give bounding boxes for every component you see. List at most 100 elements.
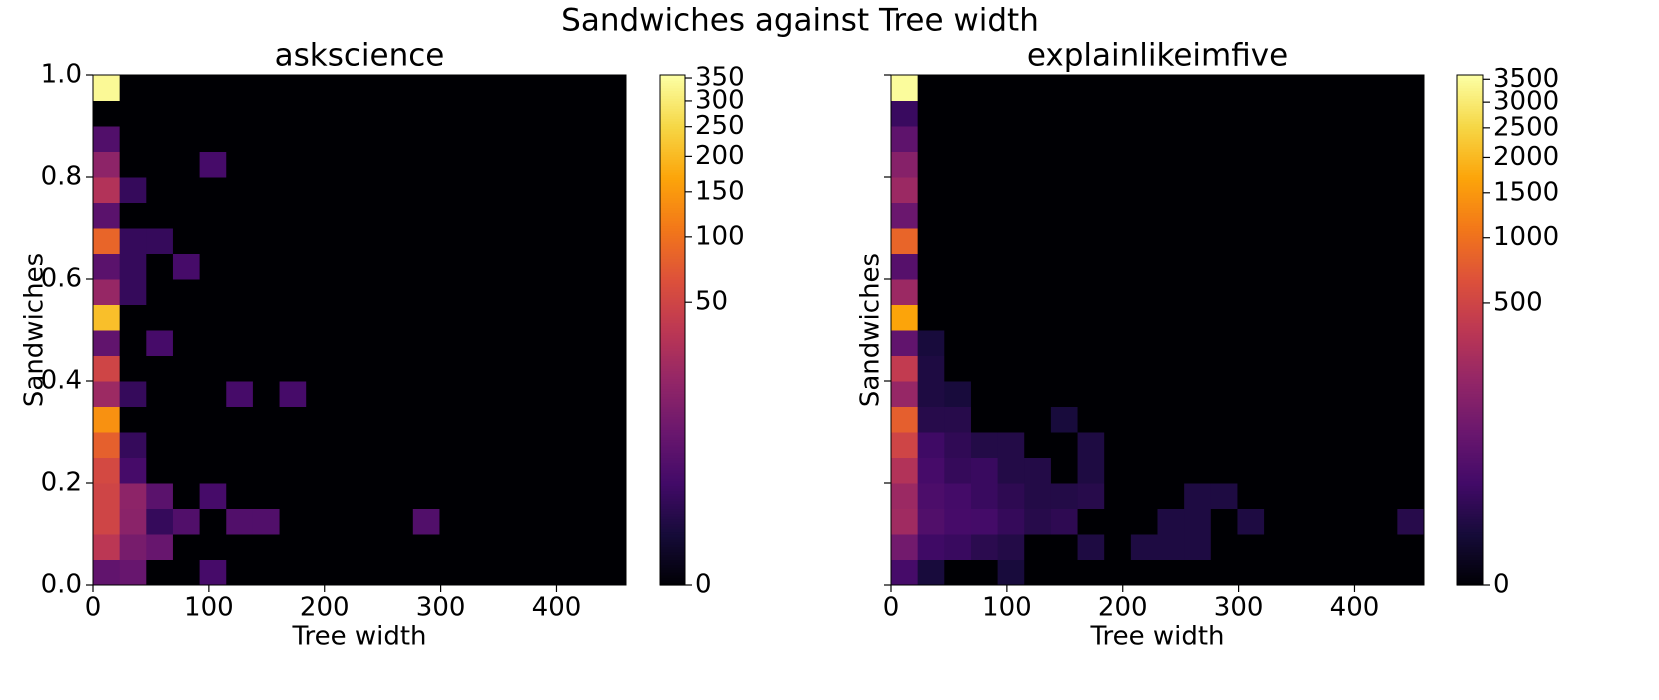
colorbar-strip	[1457, 92, 1483, 96]
heatmap-cell	[519, 406, 547, 433]
heatmap-cell	[146, 457, 174, 484]
heatmap-cell	[226, 432, 254, 458]
heatmap-cell	[1370, 100, 1398, 127]
heatmap-cell	[119, 432, 147, 458]
heatmap-cell	[359, 100, 387, 127]
heatmap-cell	[546, 253, 574, 280]
heatmap-cell	[306, 228, 334, 254]
heatmap-cell	[332, 534, 360, 560]
colorbar-strip	[1457, 536, 1483, 540]
colorbar-strip	[1457, 396, 1483, 400]
heatmap-cell	[997, 100, 1025, 127]
heatmap-cell	[1264, 508, 1292, 535]
heatmap-cell	[1344, 559, 1372, 586]
heatmap-cell	[1264, 432, 1292, 458]
colorbar-strip	[1457, 233, 1483, 237]
colorbar-strip	[1457, 365, 1483, 369]
heatmap-cell	[1077, 406, 1105, 433]
heatmap-cell	[199, 457, 227, 484]
colorbar-strip	[660, 383, 685, 387]
heatmap-cell	[1077, 381, 1105, 407]
colorbar-strip	[1457, 355, 1483, 359]
heatmap-cell	[1104, 330, 1132, 356]
colorbar-strip	[1457, 442, 1483, 446]
colorbar-strip	[1457, 363, 1483, 367]
heatmap-cell	[970, 508, 999, 535]
heatmap-cell	[572, 100, 600, 127]
heatmap-cell	[1024, 508, 1052, 535]
heatmap-cell	[572, 483, 600, 509]
heatmap-cell	[1317, 432, 1345, 458]
heatmap-cell	[1370, 279, 1398, 305]
colorbar-strip	[660, 263, 685, 267]
colorbar-strip	[660, 240, 685, 244]
colorbar-strip	[660, 205, 685, 209]
colorbar-strip	[660, 523, 685, 527]
heatmap-cell	[172, 406, 201, 433]
heatmap-cell	[1344, 534, 1372, 560]
heatmap-cell	[306, 75, 334, 101]
colorbar-strip	[660, 370, 685, 374]
heatmap-cell	[970, 483, 999, 509]
colorbar-strip	[660, 546, 685, 550]
heatmap-cell	[1077, 100, 1105, 127]
heatmap-cell	[891, 330, 919, 356]
heatmap-cell	[146, 177, 174, 203]
colorbar-strip	[1457, 115, 1483, 119]
colorbar-strip	[660, 337, 685, 341]
heatmap-cell	[1237, 330, 1265, 356]
colorbar-strip	[660, 309, 685, 313]
heatmap-cell	[199, 559, 227, 586]
heatmap-cell	[492, 151, 520, 178]
colorbar-strip	[1457, 345, 1483, 349]
heatmap-cell	[386, 330, 414, 356]
heatmap-cell	[1210, 177, 1238, 203]
heatmap-cell	[1104, 559, 1132, 586]
colorbar-strip	[1457, 253, 1483, 257]
colorbar-strip	[660, 319, 685, 323]
colorbar-strip	[660, 556, 685, 561]
heatmap-cell	[466, 559, 494, 586]
heatmap-cell	[1317, 151, 1345, 178]
heatmap-cell	[199, 253, 227, 280]
heatmap-cell	[891, 75, 919, 101]
heatmap-cell	[1370, 483, 1398, 509]
heatmap-cell	[1130, 126, 1158, 152]
heatmap-cell	[1264, 75, 1292, 101]
heatmap-cell	[172, 559, 201, 586]
heatmap-cell	[1317, 381, 1345, 407]
colorbar-strip	[660, 335, 685, 339]
colorbar-strip	[660, 562, 685, 566]
heatmap-cell	[1130, 355, 1158, 382]
heatmap-cell	[279, 100, 307, 127]
colorbar-strip	[1457, 393, 1483, 397]
colorbar-strip	[660, 291, 685, 295]
heatmap-cell	[386, 228, 414, 254]
colorbar-strip	[660, 161, 685, 165]
heatmap-cell	[1184, 559, 1212, 586]
colorbar-strip	[1457, 177, 1483, 181]
heatmap-cell	[1397, 534, 1425, 560]
heatmap-cell	[997, 355, 1025, 382]
heatmap-cell	[891, 304, 919, 331]
heatmap-cell	[572, 151, 600, 178]
heatmap-cell	[439, 100, 467, 127]
heatmap-cell	[93, 483, 121, 509]
colorbar-strip	[660, 409, 685, 413]
heatmap-cell	[1024, 126, 1052, 152]
heatmap-cell	[1370, 355, 1398, 382]
heatmap-cell	[1050, 432, 1079, 458]
heatmap-cell	[466, 381, 494, 407]
heatmap-cell	[519, 151, 547, 178]
colorbar-strip	[660, 207, 685, 211]
heatmap-cell	[279, 177, 307, 203]
heatmap-cell	[1317, 228, 1345, 254]
heatmap-cell	[891, 228, 919, 254]
colorbar-strip	[1457, 465, 1483, 469]
heatmap-cell	[386, 253, 414, 280]
colorbar-strip	[1457, 577, 1483, 581]
heatmap-cell	[279, 534, 307, 560]
colorbar-strip	[1457, 556, 1483, 561]
heatmap-cell	[1104, 75, 1132, 101]
heatmap-cell	[1130, 406, 1158, 433]
